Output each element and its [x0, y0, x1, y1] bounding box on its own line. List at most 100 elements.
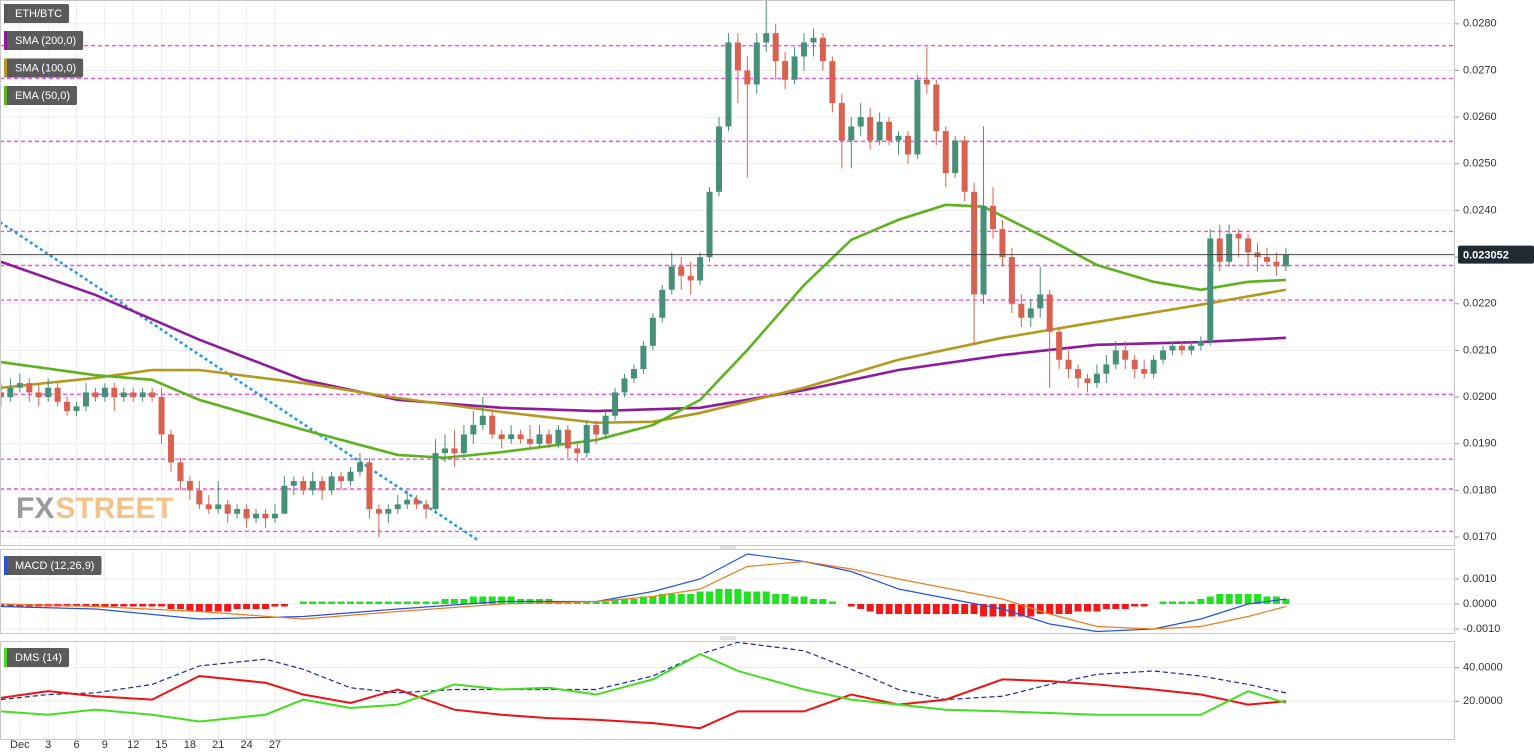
candle-body: [536, 434, 543, 444]
candle-body: [130, 392, 137, 398]
legend-box[interactable]: [4, 4, 70, 23]
candle-body: [1263, 257, 1270, 262]
macd-histogram-bar: [139, 604, 147, 607]
candle-body: [989, 205, 996, 230]
candle-body: [1245, 238, 1252, 253]
macd-histogram-bar: [658, 594, 666, 604]
macd-histogram-bar: [951, 604, 959, 614]
macd-histogram-bar: [347, 601, 355, 604]
legend-box[interactable]: [4, 556, 102, 575]
candle-body: [715, 126, 722, 192]
macd-histogram-bar: [205, 604, 213, 612]
x-tick-label: 12: [127, 739, 139, 751]
candle-body: [290, 481, 297, 486]
macd-histogram-bar: [214, 604, 222, 612]
legend-box[interactable]: [4, 648, 70, 667]
candle-body: [593, 425, 600, 435]
legend-label: EMA (50,0): [15, 90, 70, 102]
candle-body: [1056, 331, 1063, 360]
candle-body: [271, 513, 278, 519]
candle-body: [1093, 373, 1100, 384]
candle-body: [819, 37, 826, 62]
macd-histogram-bar: [224, 604, 232, 612]
watermark-street: STREET: [55, 492, 173, 525]
macd-histogram-bar: [91, 604, 99, 607]
macd-histogram-bar: [309, 601, 317, 604]
legend-box[interactable]: [4, 86, 78, 105]
macd-histogram-bar: [469, 596, 477, 604]
candle-body: [886, 121, 893, 141]
candle-body: [687, 275, 694, 281]
macd-histogram-bar: [1282, 599, 1290, 604]
legend-label: DMS (14): [15, 652, 62, 664]
candle-body: [498, 434, 505, 440]
candle-body: [215, 504, 222, 510]
candle-body: [1112, 350, 1119, 365]
legend-swatch: [4, 31, 7, 50]
candle-body: [1103, 364, 1110, 374]
macd-histogram-bar: [753, 591, 761, 604]
candle-body: [668, 266, 675, 290]
candle-body: [234, 509, 241, 514]
candle-body: [1046, 294, 1053, 332]
macd-histogram-bar: [110, 604, 118, 607]
macd-histogram-bar: [1102, 604, 1110, 609]
macd-histogram-bar: [384, 601, 392, 604]
macd-histogram-bar: [403, 601, 411, 604]
macd-histogram-bar: [413, 601, 421, 604]
macd-histogram-bar: [148, 604, 156, 607]
candle-body: [1160, 350, 1167, 360]
macd-histogram-bar: [328, 601, 336, 604]
macd-histogram-bar: [932, 604, 940, 614]
x-tick-label: 27: [269, 739, 281, 751]
candle-body: [432, 453, 439, 510]
y-tick-label: -0.0010: [1463, 623, 1500, 635]
candle-body: [772, 33, 779, 62]
candle-body: [451, 448, 458, 454]
macd-histogram-bar: [639, 596, 647, 604]
legend-box[interactable]: [4, 31, 84, 50]
macd-histogram-bar: [847, 604, 855, 607]
candle-body: [744, 70, 751, 85]
macd-histogram-bar: [1046, 604, 1054, 614]
legend-label: ETH/BTC: [15, 8, 62, 20]
candle-body: [16, 383, 23, 388]
macd-histogram-bar: [479, 596, 487, 604]
last-price-tag: [1458, 245, 1534, 264]
macd-histogram-bar: [913, 604, 921, 614]
macd-histogram-bar: [904, 604, 912, 614]
macd-histogram-bar: [120, 604, 128, 607]
macd-histogram-bar: [158, 604, 166, 607]
candle-body: [460, 434, 467, 454]
macd-histogram-bar: [1074, 604, 1082, 612]
legend-swatch: [4, 86, 7, 105]
macd-histogram-bar: [809, 599, 817, 604]
candle-body: [262, 513, 269, 519]
candle-body: [45, 387, 52, 398]
macd-histogram-bar: [0, 604, 5, 607]
macd-histogram-bar: [176, 604, 184, 609]
candle-body: [555, 429, 562, 444]
grid: [0, 0, 1459, 740]
candle-body: [186, 481, 193, 491]
macd-histogram-bar: [243, 604, 251, 609]
macd-histogram-bar: [743, 591, 751, 604]
macd-histogram-bar: [668, 594, 676, 604]
legend-swatch: [4, 4, 7, 23]
candle-body: [1065, 359, 1072, 370]
macd-histogram-bar: [365, 601, 373, 604]
macd-histogram-bar: [441, 599, 449, 604]
candle-body: [64, 401, 71, 412]
marks: [0, 0, 1455, 730]
x-tick-label: 15: [155, 739, 167, 751]
legend-box[interactable]: [4, 58, 84, 78]
candle-body: [1075, 369, 1082, 379]
legend-label: SMA (200,0): [15, 35, 76, 47]
macd-histogram-bar: [1055, 604, 1063, 614]
candle-body: [7, 387, 14, 398]
macd-histogram-bar: [772, 594, 780, 604]
candle-body: [612, 392, 619, 416]
indicator-line: [0, 653, 1287, 723]
candle-body: [338, 476, 345, 482]
